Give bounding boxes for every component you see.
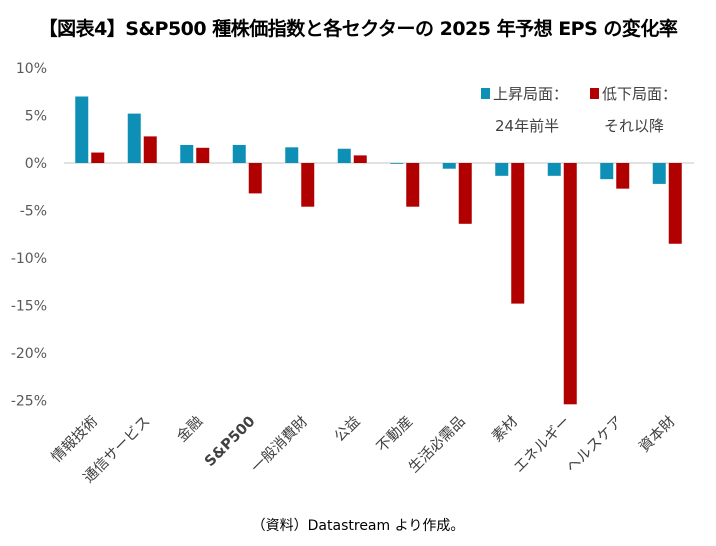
category-label: 素材 — [489, 413, 522, 446]
y-tick-label: 0% — [25, 156, 47, 172]
bar-fall — [563, 163, 577, 405]
y-tick-label: -20% — [11, 346, 47, 362]
bar-fall — [143, 136, 157, 163]
bar-fall — [458, 163, 472, 224]
category-label: ヘルスケア — [563, 413, 626, 476]
bar-rise — [337, 148, 351, 163]
y-tick-label: -15% — [11, 299, 47, 315]
bar-fall — [248, 163, 262, 194]
chart-title: 【図表4】S&P500 種株価指数と各セクターの 2025 年予想 EPS の変… — [38, 18, 678, 40]
bar-fall — [511, 163, 525, 304]
bar-rise — [180, 144, 194, 163]
bar-rise — [75, 96, 89, 163]
legend-swatch — [590, 88, 599, 99]
bar-fall — [91, 152, 105, 163]
category-label: 生活必需品 — [405, 413, 468, 476]
category-label: 一般消費財 — [248, 413, 311, 476]
category-label: 情報技術 — [48, 413, 101, 466]
bar-fall — [353, 155, 367, 163]
bar-fall — [196, 147, 210, 163]
bar-rise — [547, 163, 561, 176]
y-tick-label: 10% — [16, 61, 47, 77]
category-label: 資本財 — [636, 413, 679, 456]
source-note: （資料）Datastream より作成。 — [251, 518, 465, 534]
y-tick-label: -25% — [11, 394, 47, 410]
bar-rise — [495, 163, 509, 176]
legend-label-line2: 24年前半 — [495, 117, 559, 135]
bar-rise — [390, 163, 404, 164]
y-tick-label: -5% — [20, 204, 47, 220]
bar-rise — [600, 163, 614, 180]
category-label: 不動産 — [373, 413, 416, 456]
category-label: 金融 — [174, 413, 207, 446]
category-label: S&P500 — [202, 414, 259, 471]
bar-rise — [442, 163, 456, 169]
category-label: 公益 — [331, 413, 364, 446]
legend-label-line1: 低下局面： — [602, 85, 677, 103]
legend-label-line1: 上昇局面： — [493, 85, 568, 103]
bar-fall — [406, 163, 420, 207]
y-tick-label: -10% — [11, 251, 47, 267]
bar-rise — [232, 144, 246, 163]
y-tick-label: 5% — [25, 109, 47, 125]
bar-rise — [652, 163, 666, 184]
bar-rise — [127, 113, 141, 163]
legend-label-line2: それ以降 — [604, 117, 664, 135]
bar-fall — [668, 163, 682, 244]
legend-swatch — [481, 88, 490, 99]
bar-rise — [285, 147, 299, 163]
bar-fall — [301, 163, 315, 207]
bar-fall — [616, 163, 630, 189]
